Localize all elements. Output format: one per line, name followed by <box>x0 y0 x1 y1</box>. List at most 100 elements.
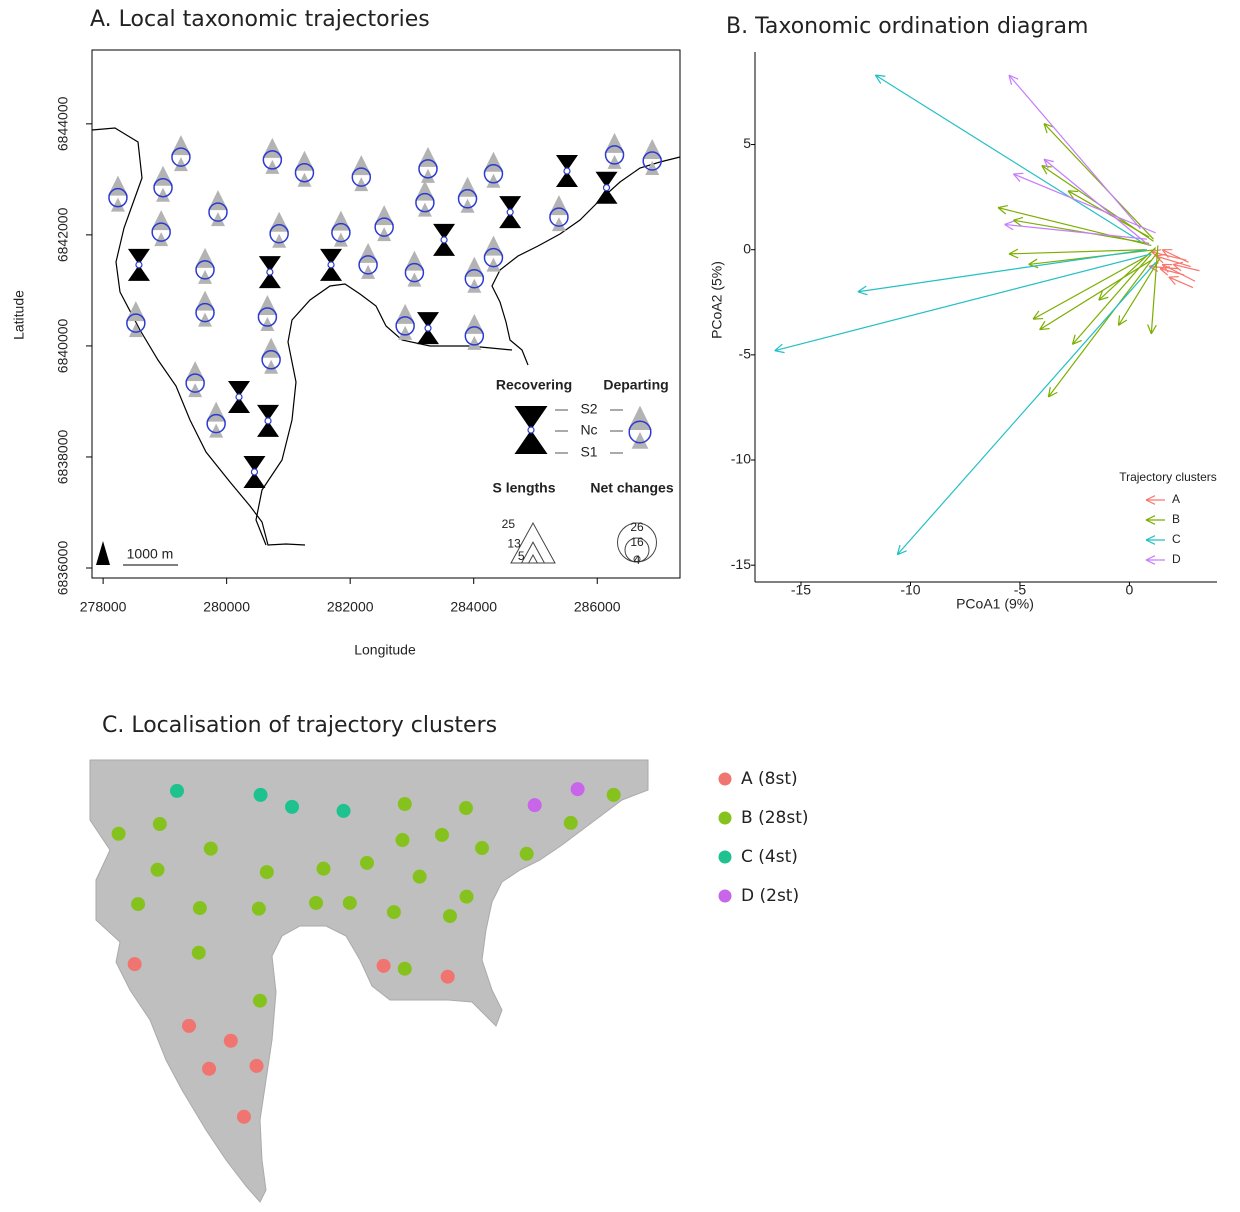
x-tick-label: -5 <box>1014 582 1027 598</box>
trajectory-arrow <box>1047 251 1159 398</box>
glyph-nc <box>506 208 514 216</box>
station <box>251 901 266 916</box>
glyph-s1 <box>486 257 501 272</box>
station <box>563 815 578 830</box>
legend-label: Nc <box>580 422 597 438</box>
station <box>442 909 457 924</box>
arrow-head <box>997 207 1007 215</box>
glyph-s1 <box>631 432 649 449</box>
legend-label: D <box>1172 552 1181 566</box>
arrow-head <box>1013 172 1024 175</box>
trajectory-arrow <box>1008 74 1141 230</box>
trajectory-arrow <box>1162 249 1189 263</box>
site-trajectory <box>170 135 191 172</box>
glyph-nc <box>483 164 504 184</box>
glyph-nc <box>208 202 228 222</box>
arrow-head <box>1004 223 1014 231</box>
glyph-s2 <box>433 223 456 240</box>
glyph-nc <box>195 302 215 323</box>
site-trajectory <box>418 146 438 183</box>
site-trajectory <box>358 242 379 279</box>
station <box>203 841 218 856</box>
station <box>475 841 490 856</box>
arrow-head <box>1145 519 1156 525</box>
glyph-s1 <box>211 212 225 227</box>
trajectory-arrow <box>896 261 1157 556</box>
site-trajectory <box>404 250 425 287</box>
arrow-head <box>1004 220 1015 226</box>
glyph-s1 <box>467 335 482 350</box>
site-trajectory <box>483 151 504 188</box>
glyph-s2 <box>243 455 266 472</box>
glyph-s1 <box>361 264 376 279</box>
arrow-head <box>1043 158 1054 163</box>
station <box>519 846 534 861</box>
s-length-key <box>527 553 539 564</box>
arrow-head <box>1008 74 1013 85</box>
station <box>223 1033 238 1048</box>
arrow-head <box>896 544 901 555</box>
station <box>527 798 542 813</box>
station <box>131 897 146 912</box>
glyph-nc <box>261 350 281 370</box>
glyph-nc <box>464 268 485 289</box>
s-length-key <box>520 541 546 564</box>
glyph-nc <box>358 255 378 275</box>
legend-glyph <box>514 406 548 454</box>
arrow-head <box>1071 334 1076 345</box>
site-trajectory <box>151 210 172 247</box>
trajectory-arrow <box>1013 173 1156 234</box>
glyph-nc <box>628 420 652 444</box>
glyph-s1 <box>486 173 501 188</box>
glyph-s1 <box>265 159 280 174</box>
net-change-label: 16 <box>630 535 644 549</box>
arrow-head <box>774 350 785 354</box>
site-trajectory <box>499 196 522 229</box>
arrow-head <box>1145 535 1156 541</box>
arrow-head <box>1047 386 1051 398</box>
legend-heading: Departing <box>603 377 668 393</box>
glyph-nc <box>206 413 226 434</box>
trajectory-arrow <box>1155 255 1191 268</box>
site-trajectory <box>395 303 416 340</box>
glyph-nc <box>264 417 272 425</box>
y-tick-label: -10 <box>731 451 751 467</box>
glyph-nc <box>351 167 372 187</box>
arrow-head <box>1145 515 1156 521</box>
arrow-head <box>1043 159 1049 169</box>
north-arrow <box>96 541 110 565</box>
arrow-head <box>1067 190 1075 200</box>
arrow-head <box>1147 324 1152 335</box>
glyph-s1 <box>156 187 171 202</box>
site-trajectory <box>417 312 439 345</box>
x-axis-label: PCoA1 (9%) <box>956 596 1034 612</box>
glyph-s1 <box>354 177 369 192</box>
x-tick-label: 282000 <box>327 599 374 615</box>
legend-label: C (4st) <box>741 847 798 867</box>
glyph-s1 <box>198 269 213 284</box>
arrow-head <box>1008 253 1019 259</box>
glyph-nc <box>374 217 394 237</box>
legend-heading: Recovering <box>496 377 572 393</box>
arrow-head <box>857 291 868 296</box>
legend-swatch <box>718 850 732 864</box>
trajectory-arrow <box>1004 223 1147 240</box>
station <box>202 1061 217 1076</box>
site-trajectory <box>457 176 478 213</box>
glyph-s2 <box>499 196 522 213</box>
station <box>342 895 357 910</box>
site-trajectory <box>228 381 250 414</box>
site-trajectory <box>257 404 280 437</box>
glyph-nc <box>464 326 485 346</box>
site-trajectory <box>294 150 315 187</box>
trajectory-arrow <box>1043 123 1154 240</box>
legend-label: B (28st) <box>741 808 809 828</box>
site-trajectory <box>153 165 174 202</box>
trajectory-arrow <box>1098 247 1157 301</box>
x-tick-label: -15 <box>791 582 811 598</box>
arrow-head <box>1118 319 1128 326</box>
site-trajectory <box>464 256 485 293</box>
glyph-s1 <box>398 325 413 340</box>
trajectory-arrow <box>875 74 1141 242</box>
arrow-head <box>1098 290 1103 301</box>
